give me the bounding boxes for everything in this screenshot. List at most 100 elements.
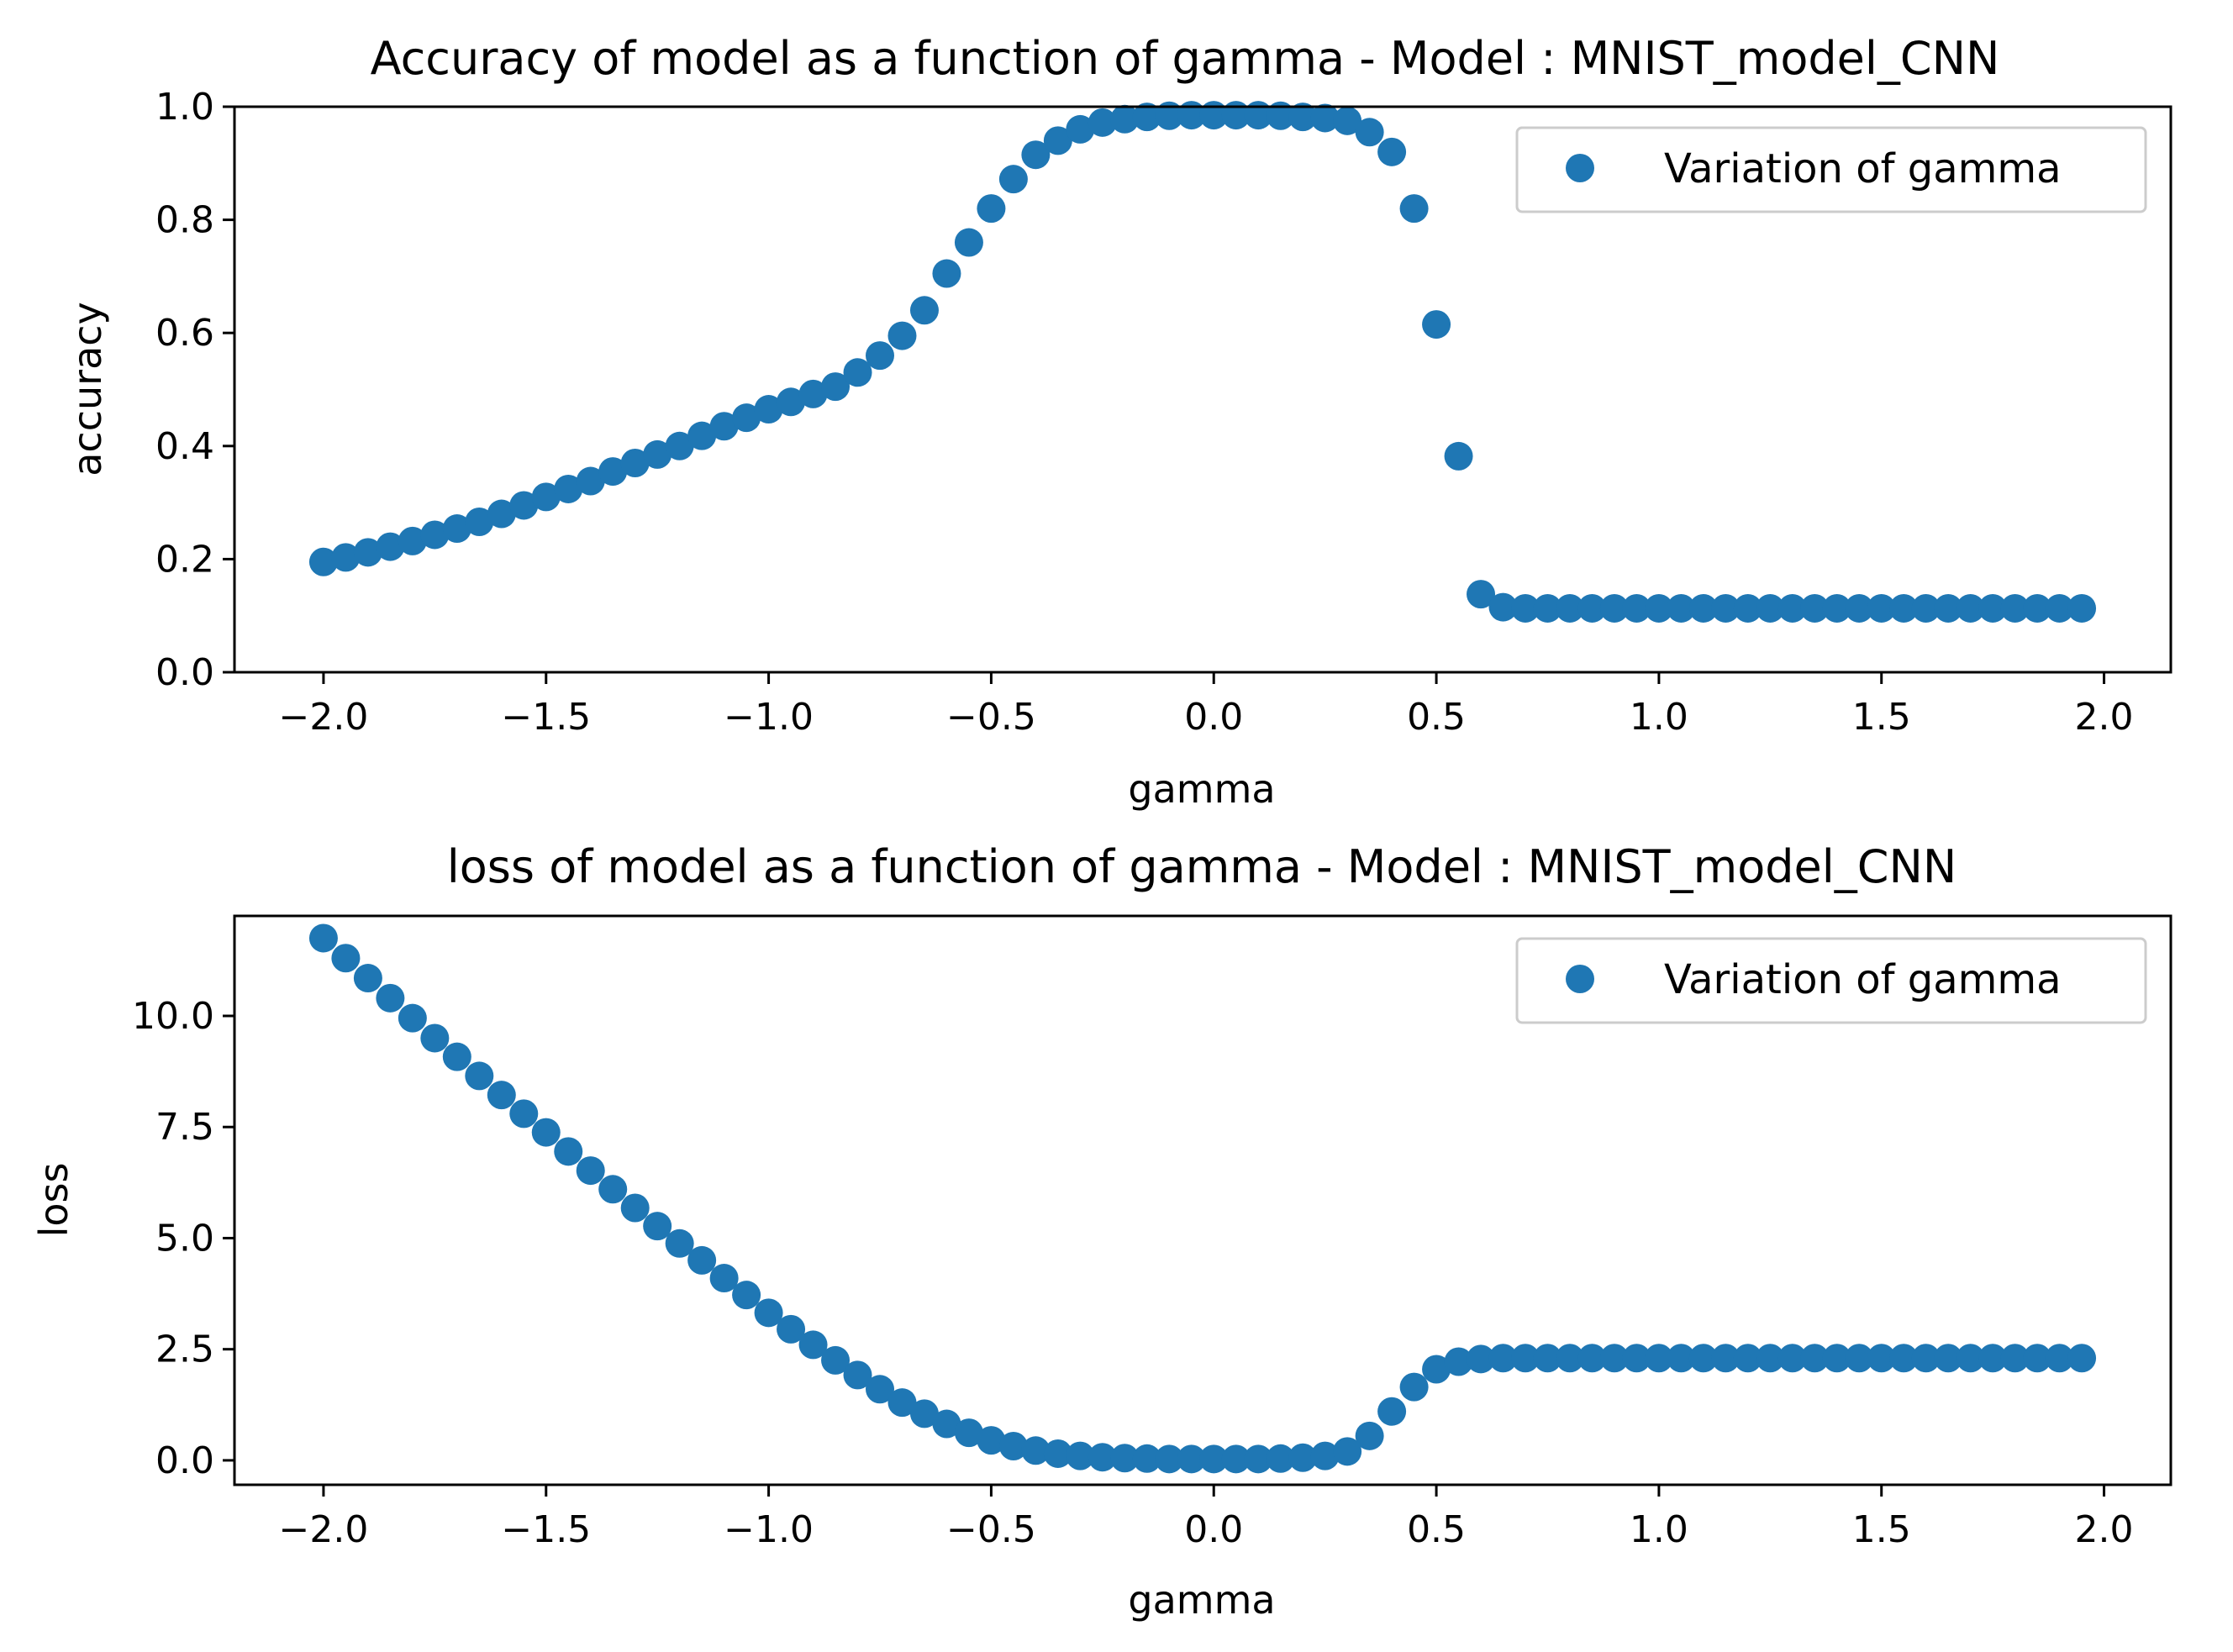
accuracy-plot-area: −2.0 −1.5 −1.0 −0.5 0.0 0.5 1.0 1.5 2.0 0.0 0.2 0.4… — [155, 86, 2134, 739]
loss-data-point — [1800, 1344, 1830, 1373]
loss-data-point — [932, 1409, 961, 1439]
loss-data-point — [1444, 1347, 1473, 1376]
accuracy-data-point — [598, 457, 628, 487]
loss-data-point — [1688, 1344, 1718, 1373]
accuracy-data-point — [1688, 593, 1718, 623]
loss-legend: Variation of gamma — [1515, 937, 2147, 1024]
loss-data-point — [487, 1081, 516, 1110]
accuracy-data-point — [1533, 593, 1562, 623]
accuracy-data-point — [308, 547, 338, 576]
accuracy-data-point — [465, 507, 494, 536]
loss-data-point — [1043, 1439, 1072, 1468]
loss-data-point — [687, 1245, 717, 1275]
accuracy-data-point — [2000, 593, 2030, 623]
loss-chart-title: loss of model as a function of gamma - M… — [447, 840, 1957, 893]
accuracy-data-point — [777, 387, 806, 417]
accuracy-data-point — [843, 358, 872, 387]
accuracy-data-point — [1800, 593, 1830, 623]
accuracy-data-point — [732, 403, 761, 433]
loss-y-tick-label: 7.5 — [155, 1106, 214, 1149]
loss-data-point — [1399, 1372, 1429, 1402]
accuracy-x-tick-label: 2.0 — [2075, 696, 2134, 739]
accuracy-data-point — [1711, 593, 1741, 623]
loss-data-point — [554, 1137, 583, 1166]
accuracy-data-point — [643, 439, 672, 469]
accuracy-data-point — [1488, 592, 1518, 622]
loss-data-point — [331, 944, 361, 973]
accuracy-data-point — [376, 532, 405, 561]
accuracy-data-point — [1355, 118, 1384, 147]
accuracy-data-point — [1867, 593, 1896, 623]
loss-x-tick-label: 1.5 — [1852, 1508, 1911, 1551]
accuracy-x-tick-label: 0.0 — [1184, 696, 1243, 739]
accuracy-data-point — [932, 259, 961, 288]
accuracy-data-point — [1733, 593, 1762, 623]
accuracy-data-point — [909, 296, 939, 325]
loss-data-point — [665, 1228, 694, 1258]
loss-data-point — [1199, 1444, 1229, 1474]
accuracy-data-point — [1577, 593, 1607, 623]
loss-data-point — [376, 983, 405, 1013]
accuracy-data-point — [1978, 593, 2008, 623]
loss-data-point — [1355, 1421, 1384, 1450]
loss-data-point — [1756, 1344, 1785, 1373]
loss-data-point — [732, 1281, 761, 1310]
accuracy-data-point — [2023, 593, 2052, 623]
loss-x-tick-label: 0.5 — [1407, 1508, 1466, 1551]
loss-data-point — [1533, 1344, 1562, 1373]
accuracy-data-point — [2067, 593, 2097, 623]
accuracy-data-point — [1622, 593, 1651, 623]
accuracy-data-point — [554, 474, 583, 503]
accuracy-data-point — [1377, 137, 1407, 166]
loss-legend-box — [1515, 937, 2147, 1024]
loss-data-point — [843, 1360, 872, 1390]
loss-data-point — [1511, 1344, 1540, 1373]
loss-data-point — [821, 1345, 851, 1375]
accuracy-data-point — [1177, 101, 1206, 130]
accuracy-data-point — [754, 395, 783, 424]
loss-data-point — [1622, 1344, 1651, 1373]
accuracy-data-point — [1956, 593, 1985, 623]
accuracy-data-point — [331, 543, 361, 572]
accuracy-data-point — [1555, 593, 1584, 623]
loss-x-tick-label: −0.5 — [946, 1508, 1036, 1551]
loss-data-point — [353, 964, 382, 993]
accuracy-x-tick-label: 1.5 — [1852, 696, 1911, 739]
loss-data-point — [1911, 1344, 1941, 1373]
accuracy-data-point — [620, 448, 650, 477]
accuracy-y-tick-label: 1.0 — [155, 86, 214, 129]
loss-data-point — [643, 1212, 672, 1241]
accuracy-data-point — [1889, 593, 1919, 623]
accuracy-data-point — [1599, 593, 1629, 623]
accuracy-data-point — [442, 514, 471, 544]
loss-data-point — [866, 1375, 894, 1404]
accuracy-data-point — [798, 379, 828, 408]
loss-data-point — [598, 1175, 628, 1204]
accuracy-data-point — [821, 372, 851, 402]
loss-data-point — [1132, 1444, 1161, 1473]
loss-data-point — [1177, 1444, 1206, 1474]
accuracy-data-point — [1088, 108, 1117, 137]
accuracy-data-point — [420, 520, 450, 550]
loss-data-point — [2067, 1344, 2097, 1373]
accuracy-data-point — [531, 482, 561, 512]
loss-data-point — [2023, 1344, 2052, 1373]
loss-data-point — [1488, 1344, 1518, 1373]
loss-data-point — [1066, 1441, 1095, 1470]
accuracy-y-axis-label: accuracy — [65, 302, 110, 476]
loss-data-point — [1555, 1344, 1584, 1373]
loss-axes-frame — [233, 914, 2172, 1486]
loss-data-point — [777, 1314, 806, 1344]
accuracy-data-point — [1043, 126, 1072, 155]
accuracy-legend-box — [1515, 126, 2147, 213]
accuracy-data-point — [1244, 101, 1273, 130]
loss-data-point — [1934, 1344, 1963, 1373]
loss-data-point — [754, 1298, 783, 1328]
loss-data-point — [420, 1023, 450, 1053]
accuracy-y-tick-label: 0.6 — [155, 312, 214, 355]
loss-x-axis-label: gamma — [1128, 1577, 1275, 1623]
accuracy-data-point — [709, 412, 739, 441]
accuracy-x-tick-label: −1.0 — [724, 696, 814, 739]
accuracy-data-point — [1911, 593, 1941, 623]
accuracy-data-point — [576, 466, 605, 496]
